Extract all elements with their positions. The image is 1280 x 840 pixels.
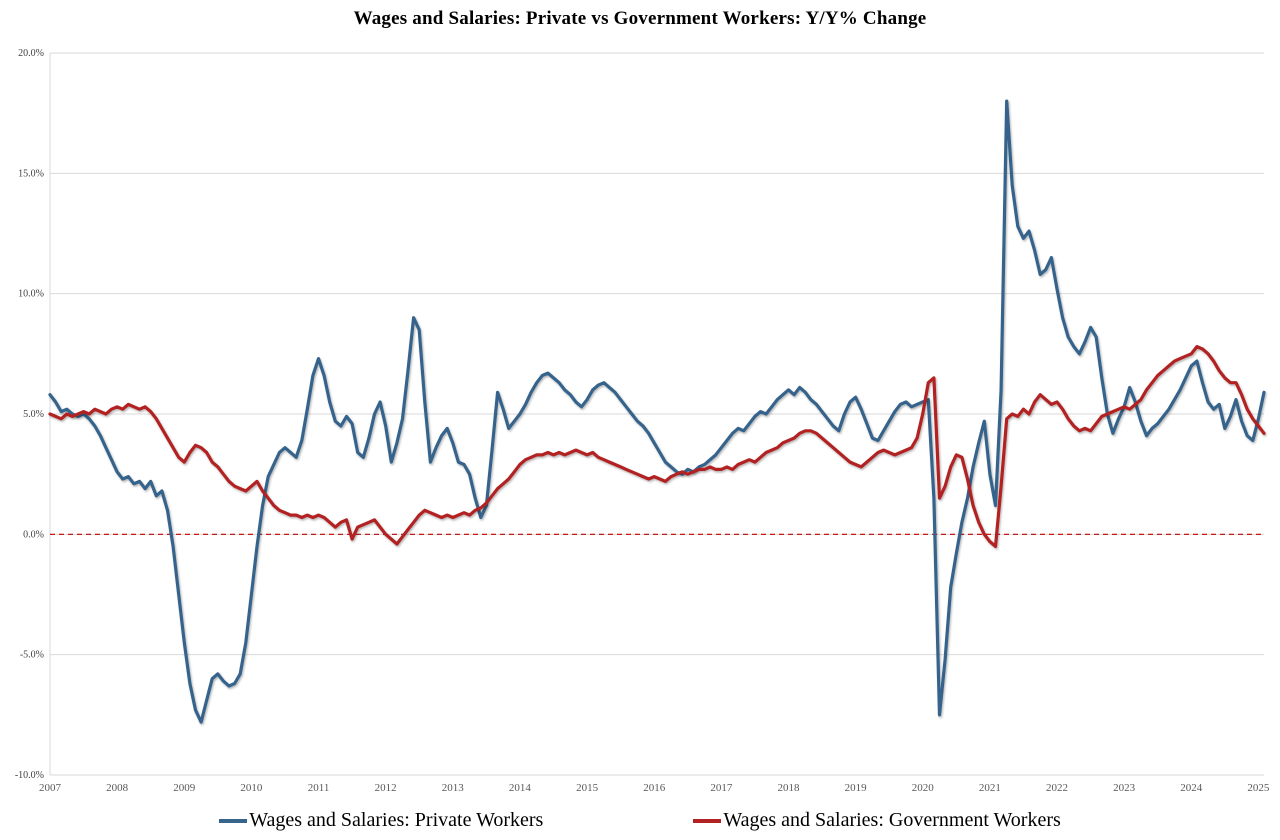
- y-axis-tick-label: -10.0%: [15, 770, 44, 781]
- series-line-government: [48, 345, 1266, 548]
- government-series-swatch-icon: [693, 818, 722, 823]
- x-axis-tick-label: 2023: [1113, 782, 1136, 794]
- x-axis-tick-label: 2018: [777, 782, 800, 794]
- legend-item-government-workers: Wages and Salaries: Government Workers: [693, 809, 1061, 832]
- private-series-swatch-icon: [219, 818, 248, 823]
- x-axis-tick-label: 2011: [308, 782, 330, 794]
- y-axis-tick-label: 0.0%: [23, 529, 44, 540]
- y-axis-tick-label: 10.0%: [18, 289, 44, 300]
- x-axis-tick-label: 2024: [1180, 782, 1203, 794]
- legend: Wages and Salaries: Private Workers Wage…: [0, 809, 1280, 832]
- x-axis-tick-label: 2019: [845, 782, 868, 794]
- legend-item-private-workers: Wages and Salaries: Private Workers: [219, 809, 543, 832]
- x-axis-tick-label: 2021: [979, 782, 1001, 794]
- x-axis-tick-label: 2015: [576, 782, 599, 794]
- x-axis-tick-label: 2016: [643, 782, 666, 794]
- plot-area: -10.0% -5.0% 0.0% 5.0% 10.0% 15.0% 20.0% 2007 20…: [15, 48, 1270, 794]
- x-axis-tick-label: 2008: [106, 782, 129, 794]
- chart-title: Wages and Salaries: Private vs Governmen…: [353, 8, 927, 29]
- x-axis-tick-label: 2022: [1046, 782, 1068, 794]
- y-axis-tick-label: 5.0%: [23, 409, 44, 420]
- y-axis-tick-label: -5.0%: [20, 650, 44, 661]
- legend-label-private-workers: Wages and Salaries: Private Workers: [249, 809, 544, 831]
- x-axis-tick-label: 2025: [1247, 782, 1270, 794]
- x-axis-tick-label: 2017: [710, 782, 733, 794]
- series-line-private: [48, 99, 1266, 724]
- x-axis-tick-label: 2007: [39, 782, 62, 794]
- x-axis-tick-label: 2013: [442, 782, 465, 794]
- y-axis-tick-label: 15.0%: [18, 168, 44, 179]
- x-axis-tick-label: 2014: [509, 782, 532, 794]
- x-axis-tick-label: 2020: [912, 782, 935, 794]
- y-axis-tick-label: 20.0%: [18, 48, 44, 59]
- legend-label-government-workers: Wages and Salaries: Government Workers: [723, 809, 1061, 831]
- x-axis-tick-label: 2012: [375, 782, 397, 794]
- x-axis-tick-label: 2010: [240, 782, 263, 794]
- x-axis-tick-label: 2009: [173, 782, 196, 794]
